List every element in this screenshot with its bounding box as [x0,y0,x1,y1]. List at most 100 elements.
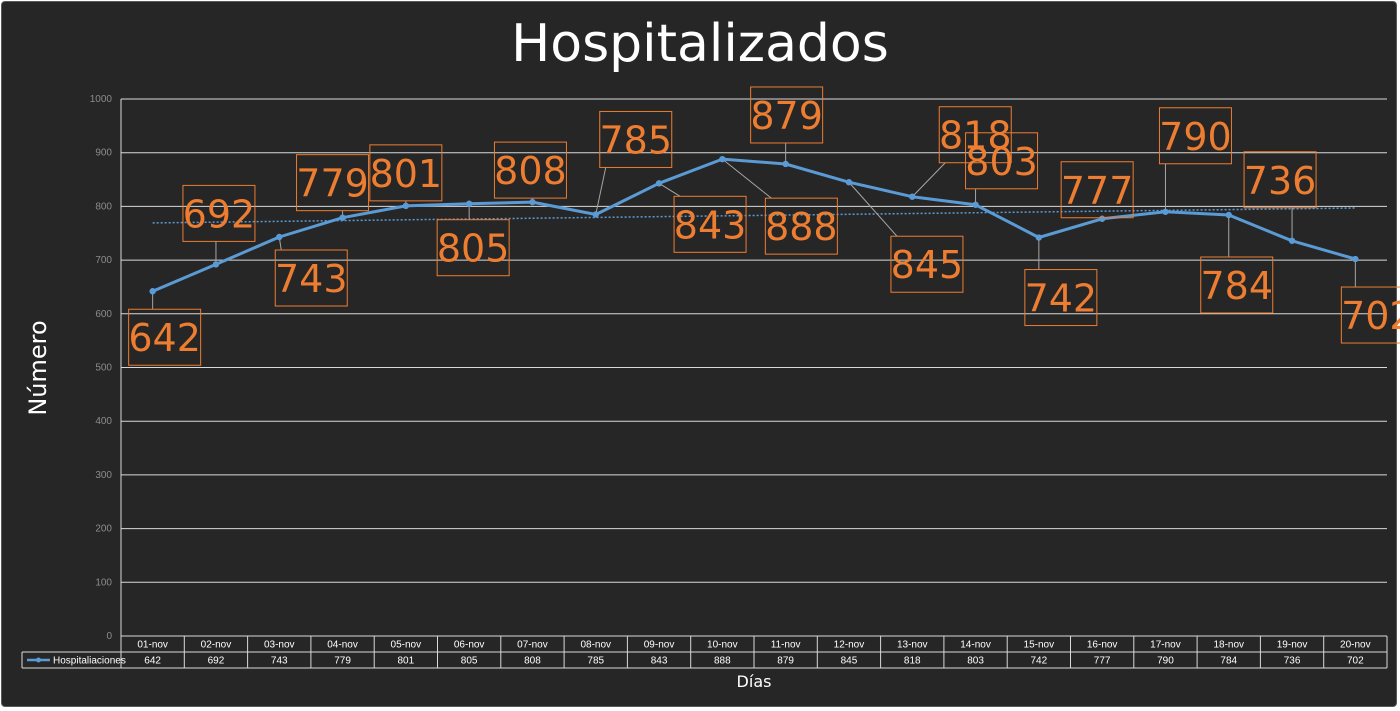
x-tick-label: 07-nov [517,640,548,651]
data-label-box [1243,151,1317,209]
x-tick-label: 09-nov [644,640,675,651]
data-point [1225,211,1232,219]
data-label-box [128,308,202,366]
table-value: 777 [1094,656,1111,667]
data-label: 790 [1159,115,1232,159]
table-value: 784 [1220,656,1237,667]
data-label-box [274,249,348,307]
y-tick-label: 400 [95,416,112,427]
y-tick-label: 1000 [90,94,113,105]
label-leader-lines [152,142,1356,310]
data-label-box [1158,107,1232,165]
y-tick-label: 200 [95,524,112,535]
data-label: 736 [1244,159,1317,203]
label-leader-line [595,167,607,215]
x-tick-label: 14-nov [960,640,991,651]
data-label-box [493,141,567,199]
data-point [909,193,916,200]
y-tick-label: 800 [95,201,112,212]
table-value: 843 [651,656,668,667]
table-value: 742 [1031,656,1048,667]
data-point [1098,215,1106,222]
data-label-box [436,219,510,277]
data-label: 803 [965,140,1038,184]
x-tick-label: 12-nov [834,640,865,651]
x-tick-label: 02-nov [201,640,232,651]
data-label-box [182,184,256,242]
x-tick-label: 19-nov [1277,640,1308,651]
y-tick-label: 100 [95,577,112,588]
table-value: 818 [904,656,921,667]
table-value: 779 [334,656,351,667]
x-tick-label: 15-nov [1024,640,1055,651]
data-point [339,214,346,221]
data-label-box [1200,256,1274,314]
x-tick-label: 11-nov [771,640,801,651]
table-value: 808 [524,656,541,667]
y-tick-label: 300 [95,470,112,481]
data-label: 785 [599,118,672,162]
trendline-path [152,207,1356,224]
data-table: 01-nov 642 02-nov 692 03-nov 743 04-nov 779 05-n… [21,635,1388,669]
data-label-box [965,132,1039,190]
data-point [1035,234,1043,241]
table-value: 692 [208,656,225,667]
data-label-box [673,195,747,253]
data-point [655,180,663,187]
data-point [972,201,979,208]
data-label-box [764,197,838,255]
data-label: 808 [494,149,567,193]
table-value: 785 [587,656,604,667]
data-label: 742 [1025,277,1098,321]
x-tick-label: 06-nov [454,640,485,651]
data-label-box [750,86,824,144]
x-tick-label: 05-nov [391,640,422,651]
x-tick-label: 17-nov [1150,640,1181,651]
data-label: 642 [128,316,201,360]
data-label: 743 [275,257,348,301]
x-tick-label: 16-nov [1087,640,1118,651]
y-tick-label: 600 [95,309,112,320]
series-line-path [151,157,1357,293]
data-label: 777 [1061,169,1134,213]
y-axis-ticks: 0 100 200 300 400 500 600 700 800 900 1000 [90,94,113,642]
table-value: 743 [271,656,288,667]
data-label: 702 [1341,294,1400,338]
data-label: 784 [1200,264,1273,308]
data-label: 805 [437,227,510,271]
data-label-box [1024,269,1098,327]
data-point [276,233,283,241]
series-line [149,155,1359,295]
label-leader-line [658,182,681,197]
data-label: 879 [750,94,823,138]
table-value: 801 [398,656,415,667]
table-value: 888 [714,656,731,667]
data-point [782,160,789,168]
table-value: 736 [1284,656,1301,667]
x-tick-label: 08-nov [580,640,611,651]
data-label: 845 [891,243,964,287]
chart-title: Hospitalizados [511,14,889,74]
data-point [719,155,726,163]
x-tick-label: 03-nov [264,640,295,651]
data-point [1352,255,1359,263]
data-point [845,179,853,186]
table-value: 805 [461,656,478,667]
table-value: 845 [841,656,858,667]
data-point [1162,208,1169,215]
table-value: 642 [144,656,161,667]
data-point [1288,237,1296,244]
legend-label: Hospitaliaciones [53,656,126,667]
x-tick-label: 13-nov [897,640,928,651]
x-tick-label: 10-nov [707,640,738,651]
data-label-box [1340,286,1400,344]
y-tick-label: 0 [106,631,112,642]
data-label-box [890,235,964,293]
legend-marker [36,657,41,663]
x-tick-label: 04-nov [327,640,358,651]
gridlines [120,98,1387,637]
y-axis-title: Número [24,320,52,415]
table-value: 803 [967,656,984,667]
